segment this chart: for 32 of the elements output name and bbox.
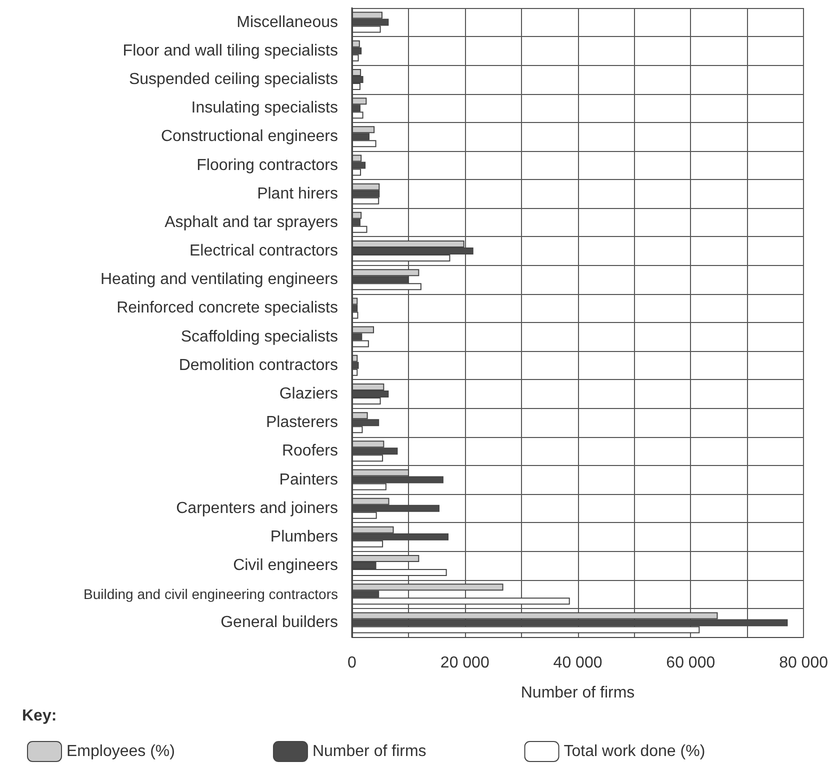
y-tick-label: Civil engineers <box>233 557 338 574</box>
y-tick-label: Plasterers <box>266 414 338 432</box>
y-tick-label: Suspended ceiling specialists <box>128 70 338 88</box>
y-tick-label: Demolition contractors <box>178 356 338 374</box>
y-tick-label: General builders <box>220 614 338 632</box>
y-tick-label: Miscellaneous <box>236 14 338 31</box>
x-tick-label: 20 000 <box>440 654 490 672</box>
y-tick-label: Heating and ventilating engineers <box>100 271 338 288</box>
y-tick-label: Floor and wall tiling specialists <box>122 42 338 60</box>
y-tick-label: Building and civil engineering contractors <box>84 586 338 602</box>
y-tick-label: Carpenters and joiners <box>176 500 338 517</box>
legend-label: Employees (%) <box>66 743 175 760</box>
y-tick-label: Insulating specialists <box>191 100 338 117</box>
x-axis-title: Number of firms <box>520 684 635 702</box>
legend-label: Total work done (%) <box>564 743 706 760</box>
x-tick-label: 40 000 <box>553 654 602 672</box>
legend-label: Number of firms <box>312 743 426 760</box>
y-tick-label: Painters <box>279 471 338 488</box>
x-tick-label: 0 <box>348 654 357 672</box>
y-tick-label: Flooring contractors <box>196 156 338 174</box>
y-tick-label: Plumbers <box>270 528 338 546</box>
y-tick-label: Constructional engineers <box>161 128 338 146</box>
y-tick-label: Glaziers <box>279 385 338 402</box>
y-tick-label: Scaffolding specialists <box>180 328 338 346</box>
y-tick-label: Asphalt and tar sprayers <box>164 214 338 231</box>
x-tick-label: 80 000 <box>779 654 828 672</box>
y-tick-label: Reinforced concrete specialists <box>116 300 338 317</box>
y-tick-label: Plant hirers <box>257 185 338 202</box>
x-tick-label: 60 000 <box>666 654 716 672</box>
y-tick-label: Electrical contractors <box>190 242 338 260</box>
y-tick-label: Roofers <box>282 442 338 460</box>
legend-title: Key: <box>22 708 57 724</box>
